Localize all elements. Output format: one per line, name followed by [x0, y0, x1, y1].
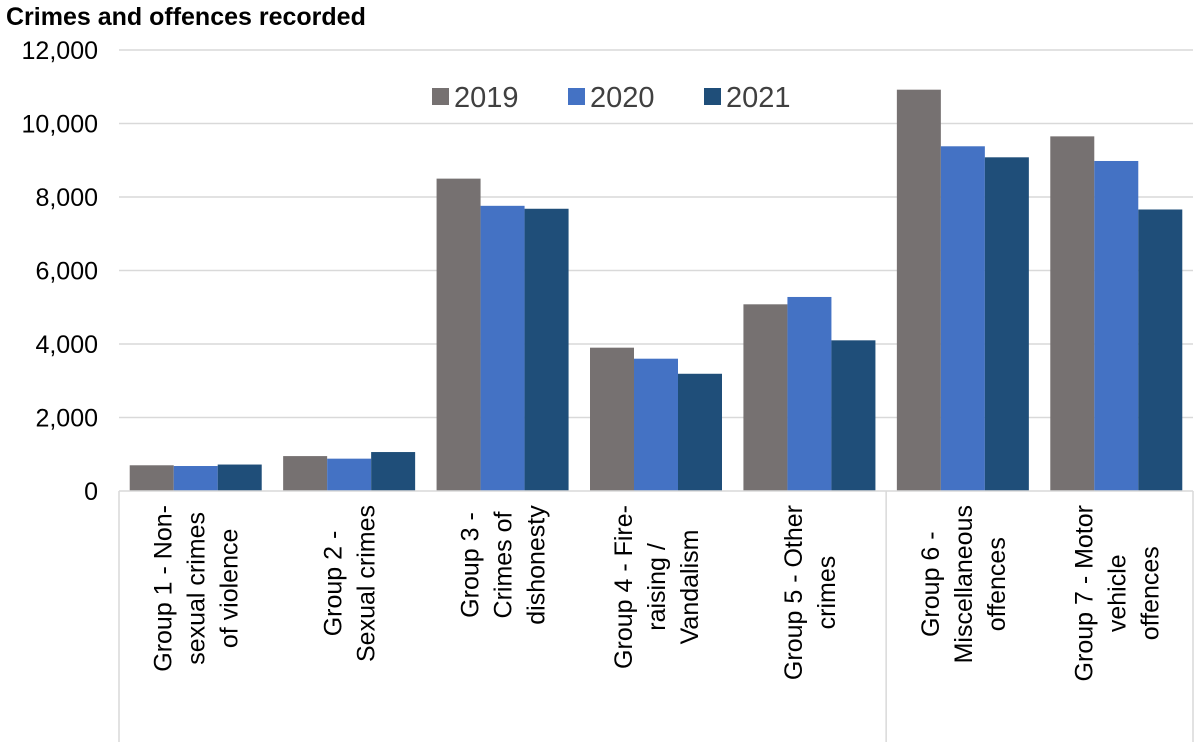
- y-tick-label: 0: [84, 478, 98, 506]
- category-label-line: sexual crimes: [183, 512, 211, 665]
- category-label-line: Group 3 -: [457, 512, 485, 618]
- y-tick-label: 2,000: [35, 405, 98, 433]
- bar: [480, 205, 525, 491]
- bar: [831, 340, 876, 491]
- bar: [787, 296, 832, 491]
- bar: [1094, 160, 1139, 492]
- category-label: Group 4 - Fire-raising / Vandalism: [610, 505, 704, 669]
- category-label-line: Vandalism: [676, 530, 704, 645]
- y-tick-label: 10,000: [22, 111, 98, 139]
- category-label: Group 2 - Sexual crimes: [320, 505, 381, 662]
- category-label: Group 3 - Crimes of dishonesty: [457, 505, 551, 625]
- y-tick-label: 4,000: [35, 331, 98, 359]
- category-label-line: offences: [983, 537, 1011, 631]
- legend-swatch: [568, 88, 585, 105]
- bar: [678, 373, 722, 491]
- category-label-line: dishonesty: [523, 505, 551, 625]
- category-label-line: Group 1 - Non-: [150, 505, 178, 672]
- bar: [743, 304, 788, 491]
- bar: [217, 464, 262, 491]
- category-label-line: Group 6 -: [917, 531, 945, 637]
- y-tick-label: 8,000: [35, 184, 98, 212]
- legend: 2019 2020 2021: [432, 82, 791, 114]
- legend-label: 2021: [726, 82, 791, 114]
- x-axis: Group 1 - Non-sexual crimes of violence Gr…: [118, 490, 1194, 742]
- category-label: Group 6 - Miscellaneous offences: [917, 505, 1011, 663]
- bars: [129, 89, 1183, 492]
- legend-item: 2020: [568, 82, 655, 114]
- category-label-line: Group 5 - Other: [780, 505, 808, 680]
- category-label-line: Group 7 - Motor: [1070, 505, 1098, 681]
- category-label-line: Group 4 - Fire-: [610, 505, 638, 669]
- legend-swatch: [432, 88, 449, 105]
- bar: [327, 458, 372, 491]
- category-label-line: Crimes of: [490, 511, 518, 618]
- category-label-line: Miscellaneous: [950, 505, 978, 663]
- bar: [173, 466, 218, 491]
- bar: [590, 347, 634, 491]
- bar: [1050, 136, 1095, 492]
- category-label-line: raising /: [643, 543, 671, 631]
- bar: [436, 178, 481, 491]
- legend-item: 2021: [704, 82, 791, 114]
- category-label-line: crimes: [813, 556, 841, 630]
- legend-item: 2019: [432, 82, 519, 114]
- legend-label: 2020: [590, 82, 655, 114]
- category-label-line: of violence: [216, 529, 244, 649]
- bar: [371, 452, 416, 491]
- bar: [283, 456, 328, 491]
- category-label: Group 7 - Motor vehicle offences: [1070, 505, 1164, 681]
- y-tick-label: 6,000: [35, 258, 98, 286]
- bar: [1138, 209, 1183, 491]
- bar: [984, 157, 1029, 491]
- bar: [634, 358, 678, 491]
- y-tick-label: 12,000: [22, 37, 98, 65]
- category-label-line: vehicle: [1103, 554, 1131, 632]
- category-label-line: Group 2 -: [320, 531, 348, 637]
- y-axis: 0 2,000 4,000 6,000 8,000 10,000 12,000: [22, 37, 98, 506]
- category-label-line: offences: [1136, 546, 1164, 640]
- category-label: Group 1 - Non-sexual crimes of violence: [150, 505, 244, 672]
- bar: [129, 465, 174, 491]
- bar: [524, 208, 569, 491]
- category-label-line: Sexual crimes: [353, 505, 381, 662]
- chart-title: Crimes and offences recorded: [6, 3, 366, 31]
- category-label: Group 5 - Other crimes: [780, 505, 841, 680]
- bar: [896, 89, 941, 491]
- legend-swatch: [704, 88, 721, 105]
- legend-label: 2019: [454, 82, 519, 114]
- bar: [940, 146, 985, 491]
